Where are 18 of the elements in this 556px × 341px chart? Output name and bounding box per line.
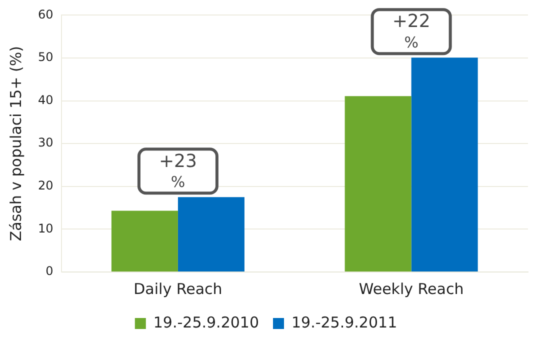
x-tick-label: Weekly Reach [358,280,464,298]
y-tick-label: 40 [38,92,54,107]
y-tick-label: 10 [38,221,54,236]
bar [111,210,178,272]
legend-label: 19.-25.9.2011 [292,313,398,332]
annotation: +22 % [392,11,430,52]
y-tick-label: 30 [38,136,54,150]
bar [344,96,412,272]
x-tick-label: Daily Reach [134,280,222,298]
y-tick-label: 60 [38,7,54,22]
annotation: +23 % [158,150,197,191]
bar [178,197,244,272]
y-tick-label: 50 [38,50,54,64]
y-tick-label: 20 [38,178,54,193]
y-axis-title: Zásah v populaci 15+ (%) [6,46,25,242]
y-tick-label: 0 [46,264,54,278]
bar [411,58,478,272]
legend-label: 19.-25.9.2010 [153,313,259,332]
